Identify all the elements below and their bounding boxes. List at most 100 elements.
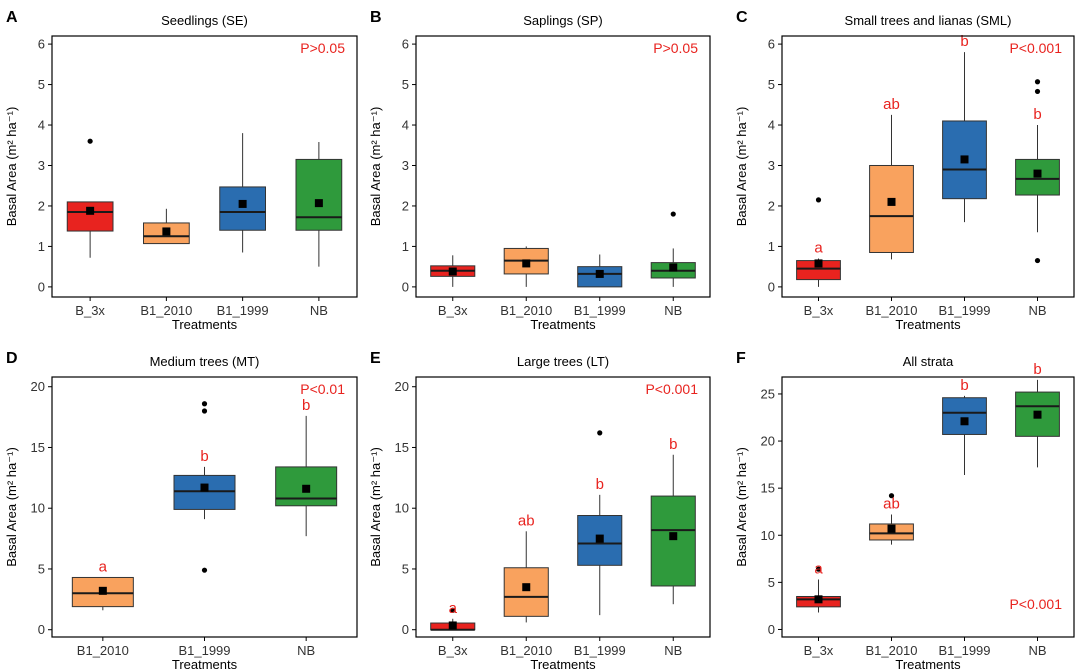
panel-title: Seedlings (SE) (161, 13, 248, 28)
outlier-point (450, 607, 456, 613)
y-tick-label: 5 (402, 77, 409, 92)
outlier-point (201, 401, 208, 407)
panel-letter: F (736, 350, 746, 367)
mean-marker (595, 534, 604, 543)
y-tick-label: 0 (768, 279, 775, 294)
outlier-point (201, 567, 208, 573)
significance-letter: a (814, 561, 823, 578)
x-tick-label: B_3x (75, 303, 105, 318)
y-axis-label: Basal Area (m² ha⁻¹) (368, 107, 383, 227)
box-iqr (219, 186, 266, 231)
box-iqr (173, 474, 236, 510)
mean-marker (238, 199, 247, 208)
y-tick-label: 10 (395, 501, 409, 516)
y-axis-label: Basal Area (m² ha⁻¹) (734, 447, 749, 567)
y-tick-label: 15 (395, 440, 409, 455)
box-b-3x: a (796, 561, 841, 613)
y-tick-label: 0 (402, 279, 409, 294)
p-value: P<0.001 (645, 381, 698, 397)
panel-letter: B (370, 9, 382, 26)
x-tick-label: NB (310, 303, 328, 318)
box-b1-1999: b (942, 33, 987, 223)
y-tick-label: 25 (761, 386, 775, 401)
y-tick-label: 5 (38, 77, 45, 92)
box-nb: b (650, 436, 696, 605)
mean-marker (522, 259, 531, 268)
box-b1-1999 (219, 133, 266, 253)
mean-marker (814, 595, 823, 604)
chart-panel-b: B Saplings (SP) 0 1 2 3 4 5 6 Basal Area (m² ha⁻¹… (368, 9, 711, 332)
mean-marker (1033, 410, 1042, 419)
panel-title: Saplings (SP) (523, 13, 602, 28)
box-iqr (869, 164, 914, 253)
outlier-point (888, 493, 895, 499)
y-tick-label: 3 (402, 158, 409, 173)
y-tick-label: 6 (402, 37, 409, 52)
p-value: P>0.05 (300, 40, 345, 56)
p-value: P<0.001 (1009, 596, 1062, 612)
y-tick-label: 4 (768, 118, 775, 133)
box-iqr (1015, 158, 1060, 196)
box-nb (295, 142, 343, 267)
y-tick-label: 0 (38, 279, 45, 294)
y-tick-label: 6 (768, 37, 775, 52)
box-b-3x: a (430, 600, 476, 631)
panel-title: All strata (903, 354, 954, 369)
plot-frame (51, 35, 358, 298)
mean-marker (448, 621, 457, 630)
y-tick-label: 2 (768, 198, 775, 213)
significance-letter: ab (883, 96, 900, 113)
panel-title: Large trees (LT) (517, 354, 609, 369)
significance-letter: b (200, 448, 208, 465)
box-b1-2010 (503, 246, 549, 287)
panel-letter: C (736, 9, 748, 26)
box-nb: b (275, 397, 338, 537)
mean-marker (86, 206, 95, 215)
x-axis-label: Treatments (530, 657, 596, 671)
p-value: P<0.01 (300, 381, 345, 397)
x-tick-label: B1_1999 (938, 643, 990, 658)
x-tick-label: NB (1028, 303, 1046, 318)
outlier-point (201, 408, 208, 414)
mean-marker (960, 155, 969, 164)
x-axis-label: Treatments (895, 657, 961, 671)
x-axis-label: Treatments (172, 657, 238, 671)
mean-marker (887, 524, 896, 533)
y-tick-label: 6 (38, 37, 45, 52)
panel-letter: D (6, 350, 18, 367)
x-tick-label: NB (664, 303, 682, 318)
x-tick-label: B1_2010 (865, 303, 917, 318)
plot-frame (51, 376, 358, 638)
box-b1-1999 (577, 254, 623, 288)
chart-panel-d: D Medium trees (MT) 0 5 10 15 20 Basal Area (m²… (4, 350, 358, 671)
y-tick-label: 2 (38, 198, 45, 213)
significance-letter: b (1033, 106, 1041, 123)
mean-marker (448, 267, 457, 276)
mean-marker (200, 483, 209, 492)
x-tick-label: B_3x (438, 643, 468, 658)
x-tick-label: B1_1999 (938, 303, 990, 318)
y-tick-label: 15 (761, 481, 775, 496)
y-tick-label: 1 (768, 239, 775, 254)
x-tick-label: NB (297, 643, 315, 658)
mean-marker (960, 417, 969, 426)
significance-letter: a (99, 558, 108, 575)
x-tick-label: B1_2010 (140, 303, 192, 318)
box-b1-2010: ab (503, 512, 549, 623)
outlier-point (1034, 257, 1041, 264)
plot-frame (415, 35, 711, 298)
box-nb: b (1015, 79, 1060, 264)
y-axis-label: Basal Area (m² ha⁻¹) (734, 107, 749, 227)
panel-title: Small trees and lianas (SML) (845, 13, 1012, 28)
mean-marker (669, 532, 678, 541)
box-b1-1999: b (173, 401, 236, 573)
y-tick-label: 5 (768, 77, 775, 92)
plot-frame (781, 35, 1075, 298)
y-tick-label: 3 (38, 158, 45, 173)
y-axis-label: Basal Area (m² ha⁻¹) (368, 447, 383, 567)
significance-letter: b (302, 397, 310, 414)
plot-frame (415, 376, 711, 638)
x-tick-label: NB (664, 643, 682, 658)
y-tick-label: 2 (402, 198, 409, 213)
y-tick-label: 0 (768, 622, 775, 637)
